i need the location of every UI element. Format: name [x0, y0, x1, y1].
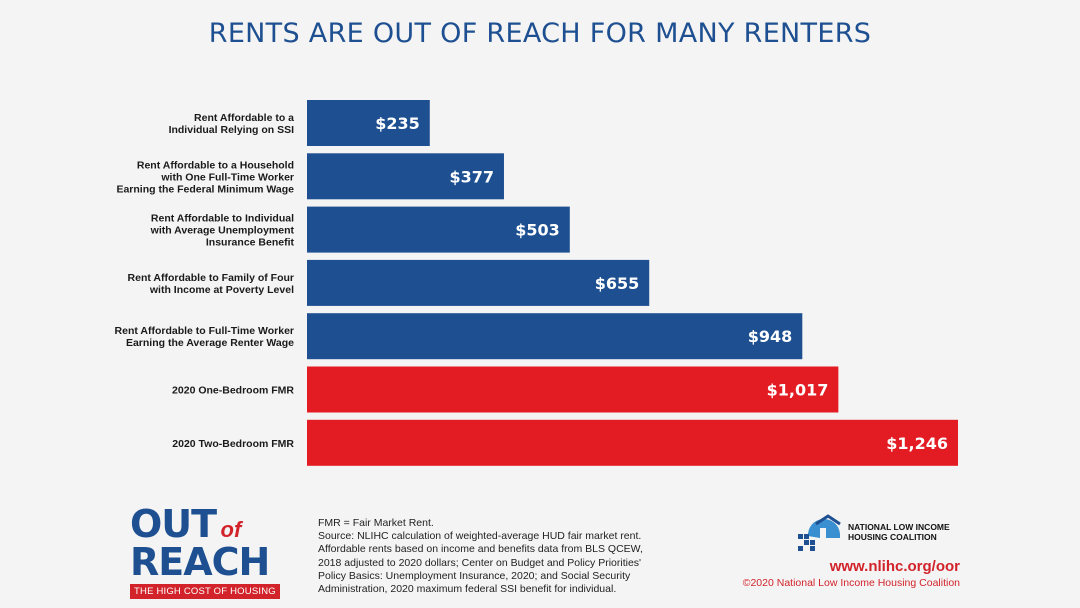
category-label: Rent Affordable to Family of Four with In… [128, 272, 295, 296]
footnote-line: Affordable rents based on income and ben… [318, 543, 643, 556]
logo-tagline: THE HIGH COST OF HOUSING [130, 584, 280, 599]
copyright-text: ©2020 National Low Income Housing Coalit… [742, 577, 960, 589]
bar-6 [307, 419, 958, 466]
bar-value-label: $503 [515, 221, 560, 240]
out-of-reach-logo: OUT of REACH THE HIGH COST OF HOUSING [130, 505, 290, 599]
bar-value-label: $655 [595, 274, 640, 293]
org-name-line1: NATIONAL LOW INCOME [848, 522, 950, 532]
category-label: Rent Affordable to a Individual Relying o… [169, 112, 295, 136]
category-label-line: with Average Unemployment [150, 225, 295, 237]
category-label-line: 2020 Two-Bedroom FMR [172, 438, 294, 450]
footnote-line: FMR = Fair Market Rent. [318, 517, 434, 529]
org-url-link[interactable]: www.nlihc.org/oor [829, 558, 960, 575]
bar-chart: $235 Rent Affordable to a Individual Relyi… [115, 100, 958, 466]
category-label: 2020 Two-Bedroom FMR [172, 438, 294, 450]
logo-out-text: OUT [130, 502, 217, 546]
chart-title: RENTS ARE OUT OF REACH FOR MANY RENTERS [208, 18, 872, 49]
category-label-line: Insurance Benefit [206, 237, 295, 249]
bar-value-label: $948 [748, 327, 793, 346]
logo-reach-text: REACH [130, 540, 270, 584]
category-label-line: Rent Affordable to Family of Four [128, 272, 294, 284]
bar-value-label: $235 [375, 114, 420, 133]
category-label: Rent Affordable to Individual with Averag… [150, 213, 295, 249]
category-label: Rent Affordable to a Household with One F… [116, 159, 294, 195]
bar-1 [307, 153, 504, 200]
bar-value-label: $377 [449, 167, 494, 186]
source-footnote: FMR = Fair Market Rent. Source: NLIHC ca… [318, 517, 678, 596]
category-label-line: Rent Affordable to Individual [151, 213, 294, 225]
category-label-line: with One Full-Time Worker [160, 171, 294, 183]
category-label: Rent Affordable to Full-Time Worker Earni… [115, 325, 295, 349]
category-label-line: Rent Affordable to Full-Time Worker [115, 325, 294, 337]
footnote-line: Source: NLIHC calculation of weighted-av… [318, 530, 642, 543]
category-label-line: Rent Affordable to a [194, 112, 294, 124]
logo-of-text: of [220, 517, 242, 542]
category-label-line: Earning the Federal Minimum Wage [116, 183, 294, 195]
nlihc-logo-block: NATIONAL LOW INCOME HOUSING COALITION ww… [720, 512, 960, 589]
category-label-line: 2020 One-Bedroom FMR [172, 385, 294, 397]
bar-value-label: $1,246 [886, 434, 948, 453]
bar-4 [307, 313, 803, 360]
org-name: NATIONAL LOW INCOME HOUSING COALITION [848, 522, 960, 542]
footnote-line: Policy Basics: Unemployment Insurance, 2… [318, 569, 631, 582]
bar-0 [307, 100, 430, 146]
bar-value-label: $1,017 [767, 381, 829, 400]
bar-5 [307, 366, 839, 413]
org-name-line2: HOUSING COALITION [848, 532, 937, 542]
footnote-line: 2018 adjusted to 2020 dollars; Center on… [318, 556, 642, 569]
category-label: 2020 One-Bedroom FMR [172, 385, 294, 397]
bar-3 [307, 259, 650, 306]
category-label-line: Earning the Average Renter Wage [126, 337, 294, 349]
footnote-line: Administration, 2020 maximum federal SSI… [318, 583, 617, 596]
category-label-line: Individual Relying on SSI [169, 124, 295, 136]
category-label-line: Rent Affordable to a Household [137, 159, 294, 171]
bar-2 [307, 206, 570, 253]
category-label-line: with Income at Poverty Level [149, 284, 294, 296]
house-icon [798, 514, 841, 551]
